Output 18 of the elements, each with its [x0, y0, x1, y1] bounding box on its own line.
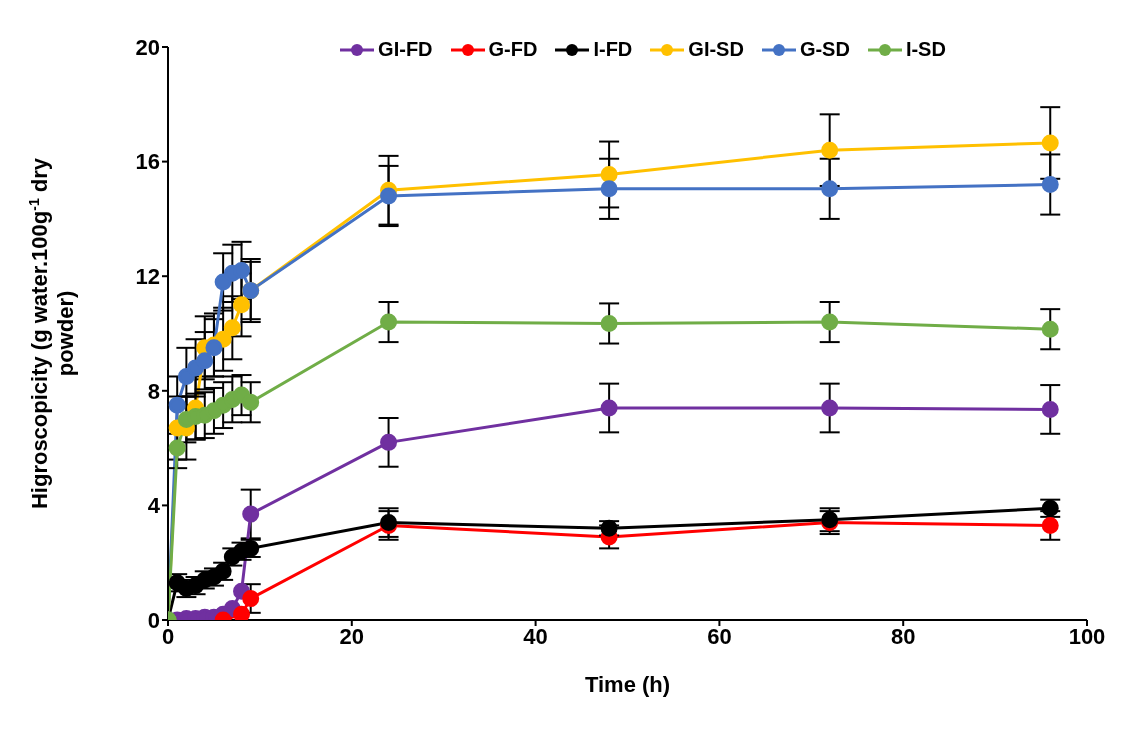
- y-tick-label: 12: [135, 264, 160, 290]
- legend-label: GI-FD: [378, 38, 433, 61]
- x-axis-title: Time (h): [584, 672, 671, 697]
- x-tick-label: 20: [339, 623, 365, 649]
- legend-label: G-FD: [488, 38, 538, 61]
- legend-label: I-FD: [593, 38, 633, 61]
- legend-label: I-SD: [905, 38, 946, 61]
- x-tick-label: 60: [707, 623, 732, 649]
- x-tick-label: 80: [890, 623, 916, 649]
- y-tick-label: 0: [147, 607, 160, 633]
- y-tick-label: 8: [147, 378, 160, 404]
- y-tick-label: 16: [135, 149, 160, 175]
- x-tick-label: 40: [523, 623, 548, 649]
- y-tick-label: 4: [147, 493, 161, 519]
- y-tick-label: 20: [135, 34, 160, 60]
- x-tick-label: 100: [1068, 623, 1106, 649]
- legend-label: GI-SD: [688, 38, 744, 61]
- legend-label: G-SD: [799, 38, 850, 61]
